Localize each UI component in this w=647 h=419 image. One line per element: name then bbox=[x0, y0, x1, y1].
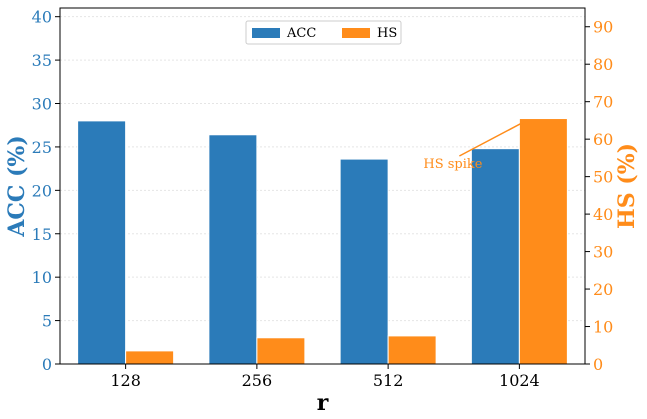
right-tick-label: 90 bbox=[593, 18, 613, 37]
hs-bar bbox=[125, 350, 175, 365]
right-tick-label: 80 bbox=[593, 55, 613, 74]
annotation-arrow bbox=[459, 119, 527, 157]
legend-label-acc: ACC bbox=[286, 26, 316, 41]
acc-bar bbox=[339, 158, 389, 365]
hs-bar bbox=[256, 337, 306, 365]
left-tick-label: 40 bbox=[32, 8, 52, 27]
legend-swatch-acc bbox=[252, 28, 280, 38]
right-axis-title: HS (%) bbox=[614, 143, 640, 229]
x-tick-label: 512 bbox=[373, 371, 404, 390]
left-tick-label: 35 bbox=[32, 51, 52, 70]
annotation-label: HS spike bbox=[423, 157, 482, 172]
legend-swatch-hs bbox=[342, 28, 370, 38]
hs-bar bbox=[387, 335, 437, 365]
left-tick-label: 25 bbox=[32, 138, 52, 157]
right-tick-label: 20 bbox=[593, 280, 613, 299]
right-tick-label: 0 bbox=[593, 355, 603, 374]
x-axis: 128 256 512 1024 r bbox=[110, 364, 540, 416]
left-tick-label: 20 bbox=[32, 181, 52, 200]
left-tick-label: 30 bbox=[32, 95, 52, 114]
acc-bar bbox=[470, 148, 520, 365]
bars bbox=[77, 118, 568, 365]
right-tick-label: 30 bbox=[593, 243, 613, 262]
right-tick-label: 40 bbox=[593, 205, 613, 224]
acc-bar bbox=[208, 134, 258, 365]
hs-bar bbox=[518, 118, 568, 365]
x-tick-label: 128 bbox=[110, 371, 141, 390]
legend-label-hs: HS bbox=[377, 26, 397, 41]
left-tick-label: 10 bbox=[32, 268, 52, 287]
x-tick-label: 256 bbox=[242, 371, 273, 390]
right-tick-label: 70 bbox=[593, 93, 613, 112]
left-y-axis: 0 5 10 15 20 25 30 35 40 ACC (%) bbox=[4, 8, 60, 374]
acc-bar bbox=[77, 120, 127, 365]
legend: ACC HS bbox=[245, 20, 402, 45]
legend-box bbox=[245, 20, 402, 45]
x-axis-title: r bbox=[317, 390, 329, 416]
right-tick-label: 60 bbox=[593, 130, 613, 149]
left-tick-label: 0 bbox=[42, 355, 52, 374]
right-y-axis: 0 10 20 30 40 50 60 70 80 90 HS (%) bbox=[585, 18, 640, 374]
right-tick-label: 10 bbox=[593, 318, 613, 337]
left-tick-label: 15 bbox=[32, 225, 52, 244]
x-tick-label: 1024 bbox=[499, 371, 540, 390]
left-axis-title: ACC (%) bbox=[4, 135, 30, 237]
annotation: HS spike bbox=[423, 119, 527, 172]
left-tick-label: 5 bbox=[42, 312, 52, 331]
plot-frame bbox=[59, 7, 586, 365]
right-tick-label: 50 bbox=[593, 168, 613, 187]
